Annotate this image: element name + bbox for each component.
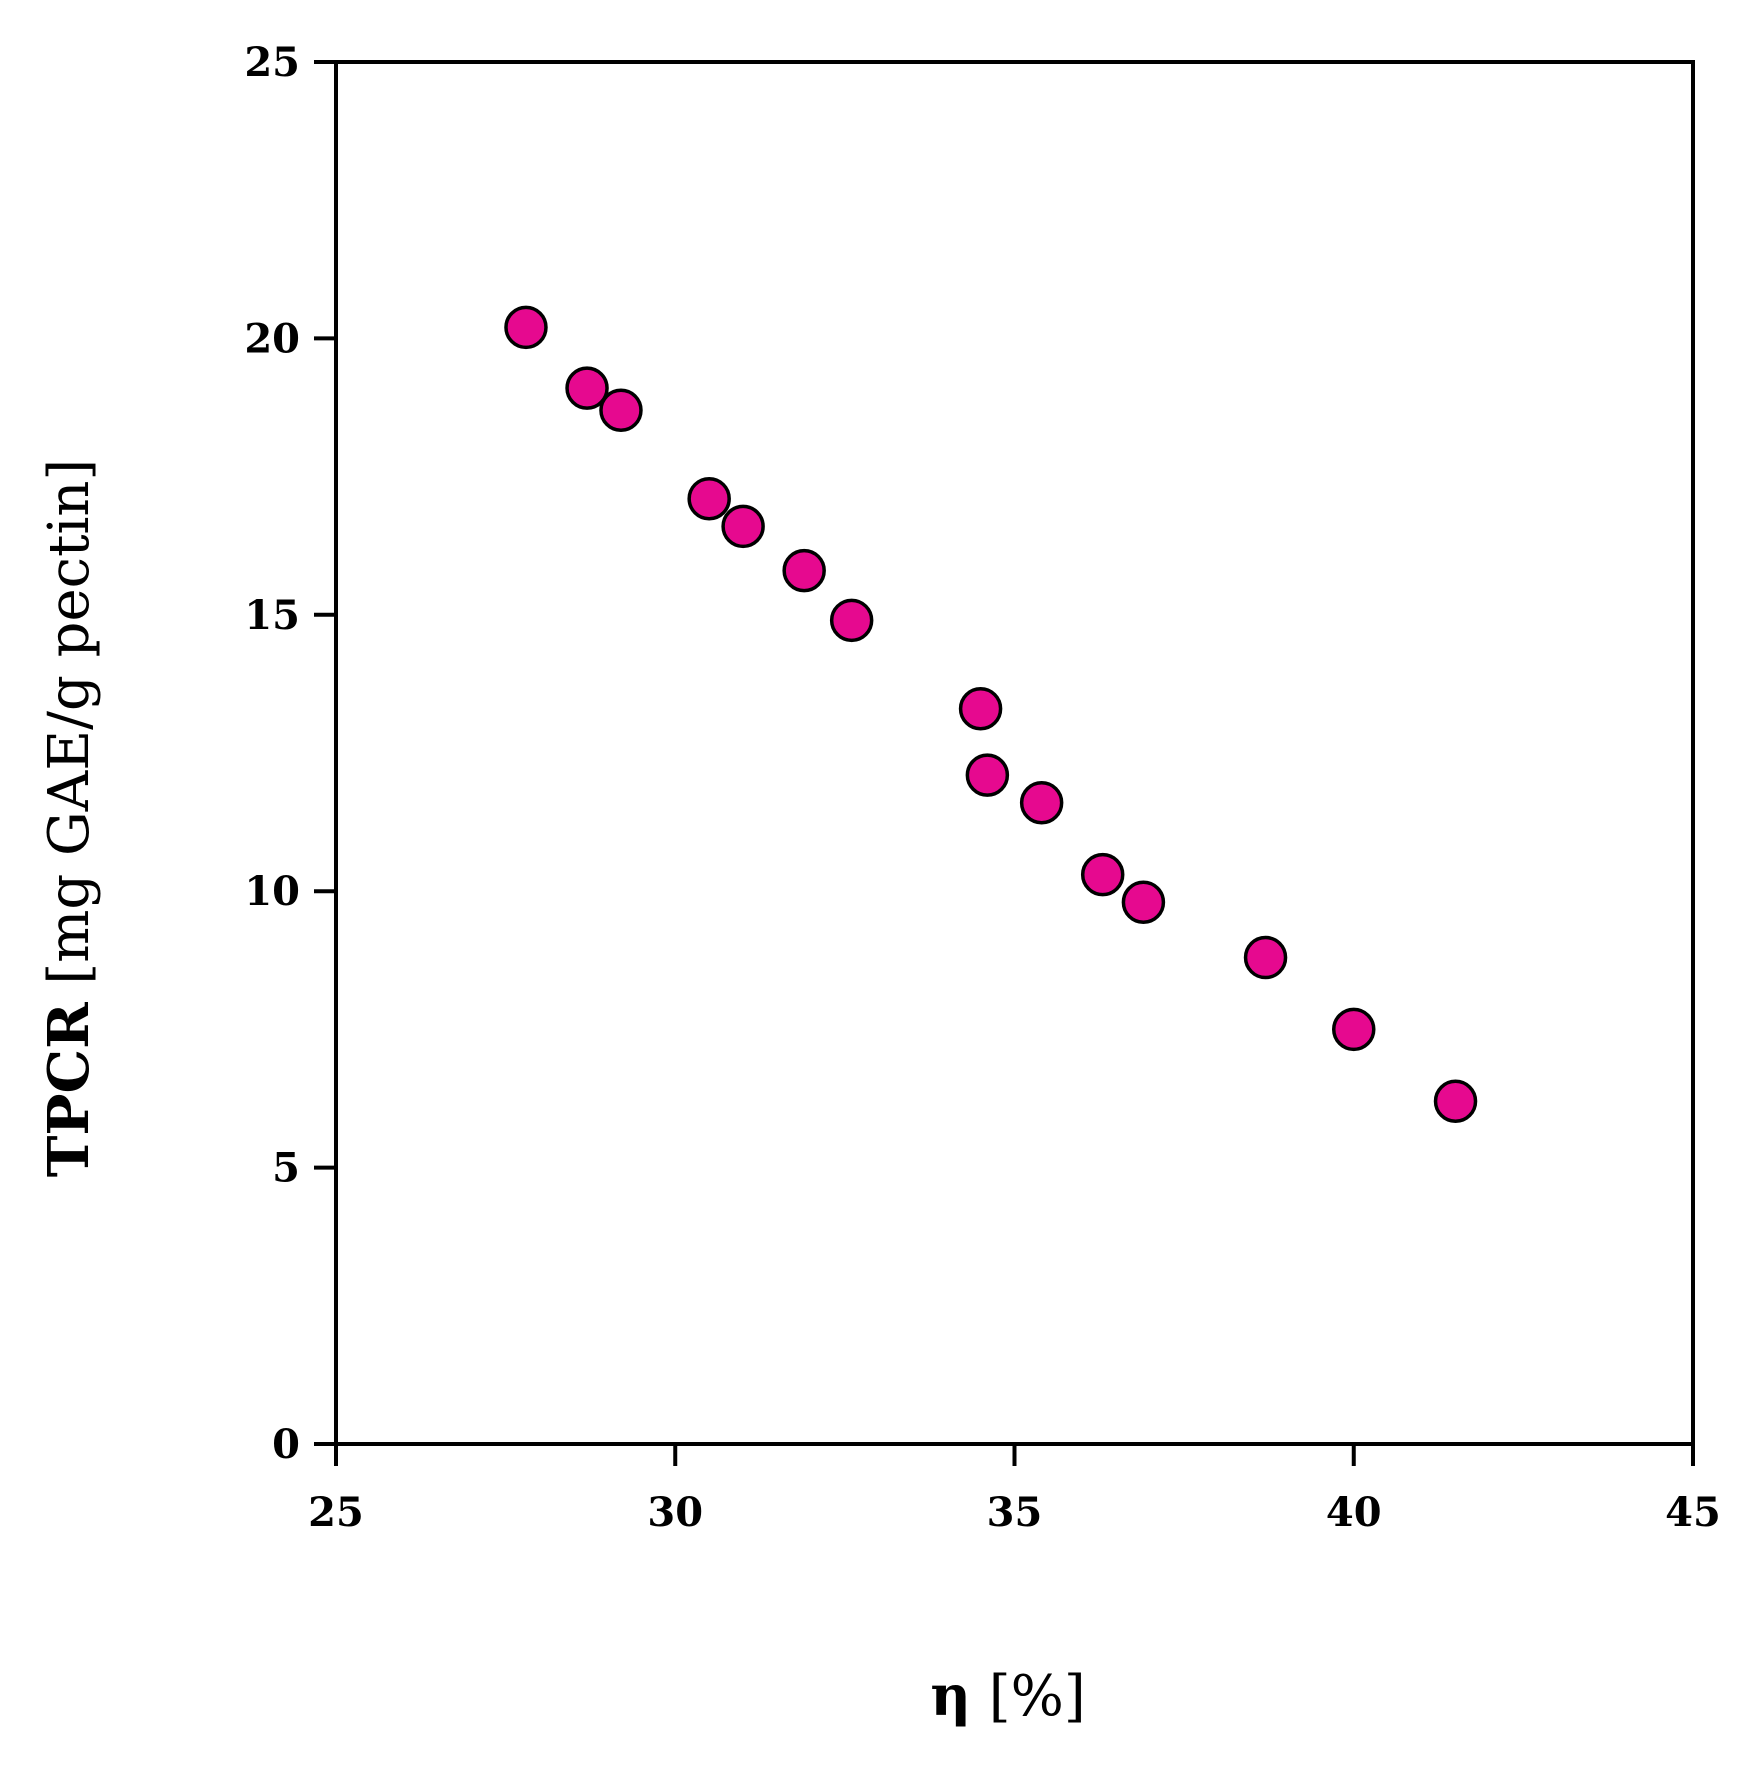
y-tick-label: 15 — [244, 592, 300, 639]
data-point — [958, 687, 1003, 731]
y-tick-label: 0 — [272, 1421, 300, 1468]
x-axis-title-unit: [%] — [971, 1664, 1086, 1729]
y-axis-title: TPCR [mg GAE/g pectin] — [36, 459, 102, 1178]
y-tick-label: 25 — [244, 39, 300, 86]
y-axis: 0 5 10 15 20 25 — [244, 39, 336, 1468]
data-point — [1332, 1007, 1376, 1052]
x-axis-title-symbol: η — [930, 1663, 971, 1729]
x-axis-title: η [%] — [930, 1663, 1085, 1729]
data-point — [1433, 1079, 1478, 1124]
data-point — [1080, 852, 1125, 897]
x-tick-label: 30 — [647, 1489, 703, 1536]
y-tick-label: 10 — [244, 868, 300, 915]
data-point — [565, 366, 609, 410]
x-tick-label: 40 — [1326, 1489, 1382, 1536]
plot-area — [334, 60, 1695, 1446]
data-point — [721, 504, 765, 549]
data-point — [1121, 880, 1166, 925]
y-tick-label: 20 — [244, 315, 300, 362]
data-point — [687, 476, 731, 521]
x-tick-label: 35 — [987, 1489, 1043, 1536]
y-axis-title-unit: [mg GAE/g pectin] — [37, 459, 102, 1003]
x-tick-label: 45 — [1665, 1489, 1721, 1536]
data-point — [829, 598, 874, 643]
data-point — [504, 305, 548, 350]
data-point — [1019, 781, 1064, 825]
data-point — [599, 388, 643, 433]
y-tick-label: 5 — [272, 1145, 300, 1192]
data-point — [782, 548, 826, 593]
x-axis: 25 30 35 40 45 — [308, 1444, 1721, 1536]
plot-border — [334, 60, 1695, 1446]
x-tick-label: 25 — [308, 1489, 364, 1536]
data-point — [1243, 935, 1288, 980]
y-axis-title-symbol: TPCR — [36, 1002, 102, 1177]
data-points — [504, 305, 1478, 1124]
data-point — [965, 753, 1010, 797]
